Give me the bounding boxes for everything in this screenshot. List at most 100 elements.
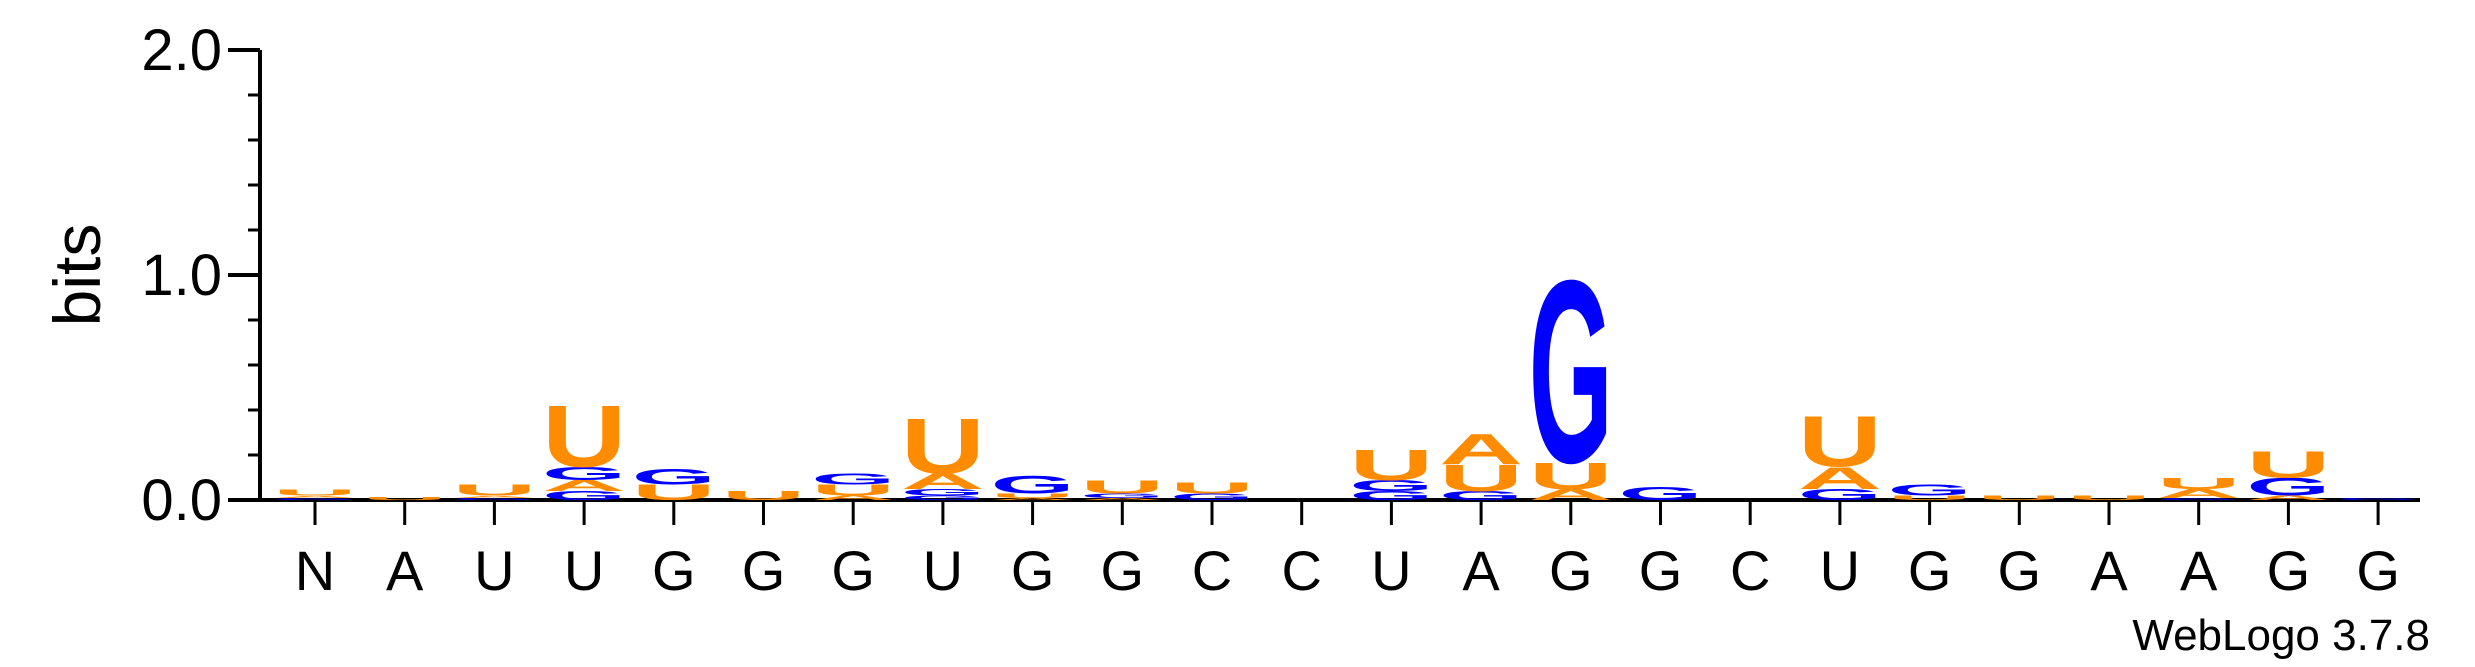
svg-text:U: U — [1080, 476, 1164, 497]
position-label: C — [1730, 539, 1770, 602]
logo-letter-U: U — [1977, 494, 2061, 501]
logo-letter-A: A — [452, 495, 536, 499]
svg-text:G: G — [901, 487, 985, 498]
logo-letter-A: A — [991, 497, 1075, 501]
logo-letter-A: A — [273, 495, 357, 499]
y-tick-label: 2.0 — [141, 18, 222, 83]
logo-letter-U: U — [1439, 457, 1523, 499]
svg-text:A: A — [2246, 494, 2330, 501]
letter-stack: U — [722, 489, 806, 503]
logo-letter-A: A — [1798, 461, 1882, 496]
logo-letter-G: G — [811, 470, 895, 488]
svg-text:U: U — [901, 402, 985, 490]
svg-text:A: A — [452, 495, 536, 499]
letter-stack: AGU — [1080, 476, 1164, 500]
position-label: C — [1281, 539, 1321, 602]
position-label: G — [742, 539, 786, 602]
logo-letter-U: U — [2246, 443, 2330, 485]
logo-letter-A: A — [2246, 494, 2330, 501]
logo-letter-U: U — [2067, 494, 2151, 501]
position-label: G — [1639, 539, 1683, 602]
svg-text:G: G — [1888, 481, 1972, 499]
svg-text:U: U — [1349, 440, 1433, 489]
logo-letter-G: G — [1529, 226, 1613, 517]
svg-text:G: G — [1170, 491, 1254, 502]
position-label: U — [1820, 539, 1860, 602]
logo-letter-G: G — [2336, 497, 2420, 501]
svg-text:A: A — [542, 477, 626, 495]
svg-text:U: U — [1888, 494, 1972, 501]
svg-text:G: G — [1439, 489, 1523, 503]
svg-text:A: A — [1080, 497, 1164, 501]
position-label: G — [2356, 539, 2400, 602]
letter-stack: GU — [1170, 479, 1254, 502]
svg-text:U: U — [1529, 455, 1613, 497]
svg-text:U: U — [1439, 457, 1523, 499]
svg-text:U: U — [1170, 479, 1254, 497]
letter-stack: G — [1619, 483, 1703, 504]
position-label: G — [1011, 539, 1055, 602]
logo-letter-U: U — [273, 488, 357, 497]
logo-letter-U: U — [1080, 476, 1164, 497]
letter-stack: UG — [632, 464, 716, 504]
letter-stack: GAU — [452, 481, 536, 500]
svg-text:U: U — [2157, 475, 2241, 493]
logo-letter-U: U — [722, 489, 806, 503]
logo-letter-G: G — [632, 464, 716, 489]
svg-text:U: U — [363, 496, 447, 501]
logo-letter-G: G — [1170, 491, 1254, 502]
svg-text:A: A — [1798, 461, 1882, 496]
svg-text:G: G — [811, 470, 895, 488]
logo-letter-G: G — [542, 463, 626, 484]
letter-stack: AUG — [1529, 226, 1613, 517]
logo-letter-G: G — [2246, 473, 2330, 501]
letter-stack: AGU — [2246, 443, 2330, 501]
logo-letter-G: G — [1080, 492, 1164, 499]
position-label: G — [2267, 539, 2311, 602]
position-label: G — [652, 539, 696, 602]
logo-letter-U: U — [901, 402, 985, 490]
logo-letter-A: A — [1439, 424, 1523, 473]
logo-letter-G: G — [1439, 489, 1523, 503]
svg-text:G: G — [2157, 497, 2241, 501]
logo-letter-U: U — [632, 480, 716, 505]
position-label: G — [1998, 539, 2042, 602]
svg-text:G: G — [542, 463, 626, 484]
svg-text:U: U — [722, 489, 806, 503]
svg-text:G: G — [1349, 489, 1433, 503]
position-label: A — [2090, 539, 2128, 602]
logo-letter-G: G — [1798, 486, 1882, 504]
position-label: N — [295, 539, 335, 602]
svg-text:G: G — [632, 464, 716, 489]
svg-text:G: G — [452, 497, 536, 501]
letter-stack: U — [1977, 494, 2061, 501]
position-label: U — [474, 539, 514, 602]
logo-letter-A: A — [1080, 497, 1164, 501]
logo-letter-G: G — [1888, 481, 1972, 499]
position-label: A — [1462, 539, 1500, 602]
svg-text:G: G — [2246, 473, 2330, 501]
logo-letter-U: U — [542, 387, 626, 485]
position-label: G — [831, 539, 875, 602]
svg-text:U: U — [2067, 494, 2151, 501]
logo-letter-U: U — [991, 492, 1075, 499]
weblogo-credit: WebLogo 3.7.8 — [2132, 611, 2430, 660]
letter-stack: GAU — [2157, 475, 2241, 501]
logo-letter-G: G — [542, 489, 626, 503]
svg-text:U: U — [1977, 494, 2061, 501]
svg-text:G: G — [901, 494, 985, 501]
logo-letter-G: G — [1619, 483, 1703, 504]
position-label: U — [564, 539, 604, 602]
y-axis: 0.0 1.0 2.0 bits — [40, 18, 262, 533]
svg-text:U: U — [811, 481, 895, 499]
svg-text:U: U — [632, 480, 716, 505]
position-label: U — [1371, 539, 1411, 602]
svg-text:U: U — [542, 387, 626, 485]
logo-letter-U: U — [1349, 440, 1433, 489]
svg-text:G: G — [1529, 226, 1613, 517]
